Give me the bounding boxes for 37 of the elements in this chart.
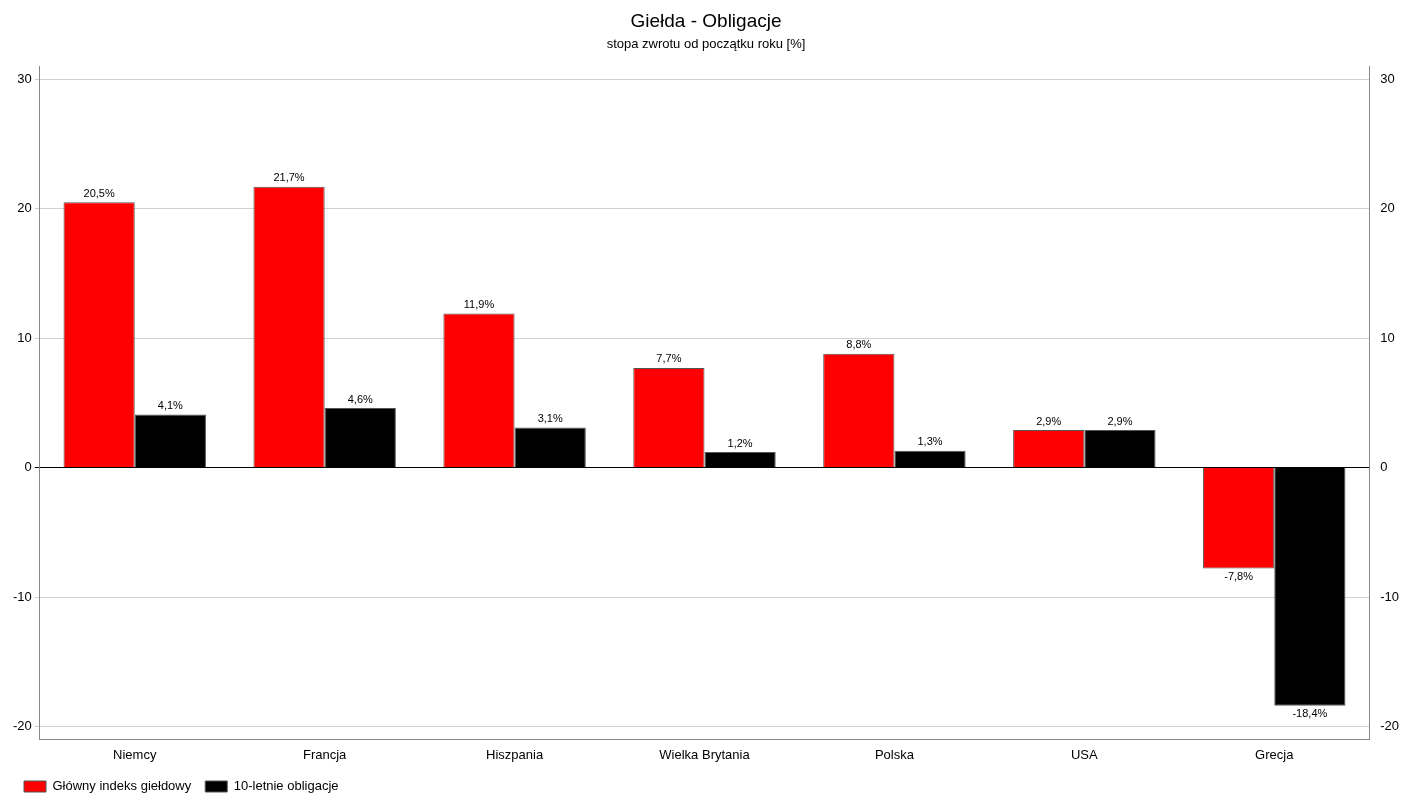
data-label: 21,7% [273, 171, 305, 184]
data-label: 20,5% [83, 186, 115, 199]
x-tick-label: Grecja [1255, 746, 1295, 762]
data-label: 1,3% [917, 435, 943, 448]
data-label: -18,4% [1292, 707, 1328, 720]
x-tick-label: USA [1070, 746, 1099, 762]
data-label: 7,7% [656, 352, 682, 365]
y2-tick-label: 0 [1380, 459, 1388, 475]
data-label: 3,1% [537, 412, 563, 425]
data-label: 8,8% [846, 338, 872, 351]
x-tick-label: Wielka Brytania [659, 746, 751, 762]
data-label: 2,9% [1036, 414, 1062, 427]
data-label: 11,9% [463, 298, 495, 311]
x-tick-label: Hiszpania [486, 746, 544, 762]
y2-tick-label: 10 [1380, 329, 1395, 345]
data-label: 1,2% [727, 436, 753, 449]
data-label: -7,8% [1224, 570, 1254, 583]
y2-tick-label: 30 [1380, 70, 1395, 86]
x-tick-label: Polska [874, 746, 915, 762]
y-tick-label: -20 [12, 718, 32, 734]
y-tick-label: 20 [17, 200, 32, 216]
y2-tick-label: -20 [1380, 718, 1400, 734]
x-tick-label: Francja [302, 746, 348, 762]
data-label: 4,1% [157, 399, 184, 412]
y-tick-label: 0 [24, 459, 32, 475]
y-tick-label: -10 [12, 588, 32, 604]
legend-label: Główny indeks giełdowy [52, 778, 192, 794]
y2-tick-label: -10 [1380, 588, 1400, 604]
legend-label: 10-letnie obligacje [233, 778, 339, 794]
chart-title: Giełda - Obligacje [630, 9, 782, 31]
x-tick-label: Niemcy [113, 746, 157, 762]
y2-tick-label: 20 [1380, 200, 1395, 216]
data-label: 4,6% [347, 392, 374, 405]
chart-subtitle: stopa zwrotu od początku roku [%] [606, 36, 806, 52]
y-tick-label: 10 [17, 329, 32, 345]
y-tick-label: 30 [17, 70, 32, 86]
data-label: 2,9% [1107, 414, 1133, 427]
